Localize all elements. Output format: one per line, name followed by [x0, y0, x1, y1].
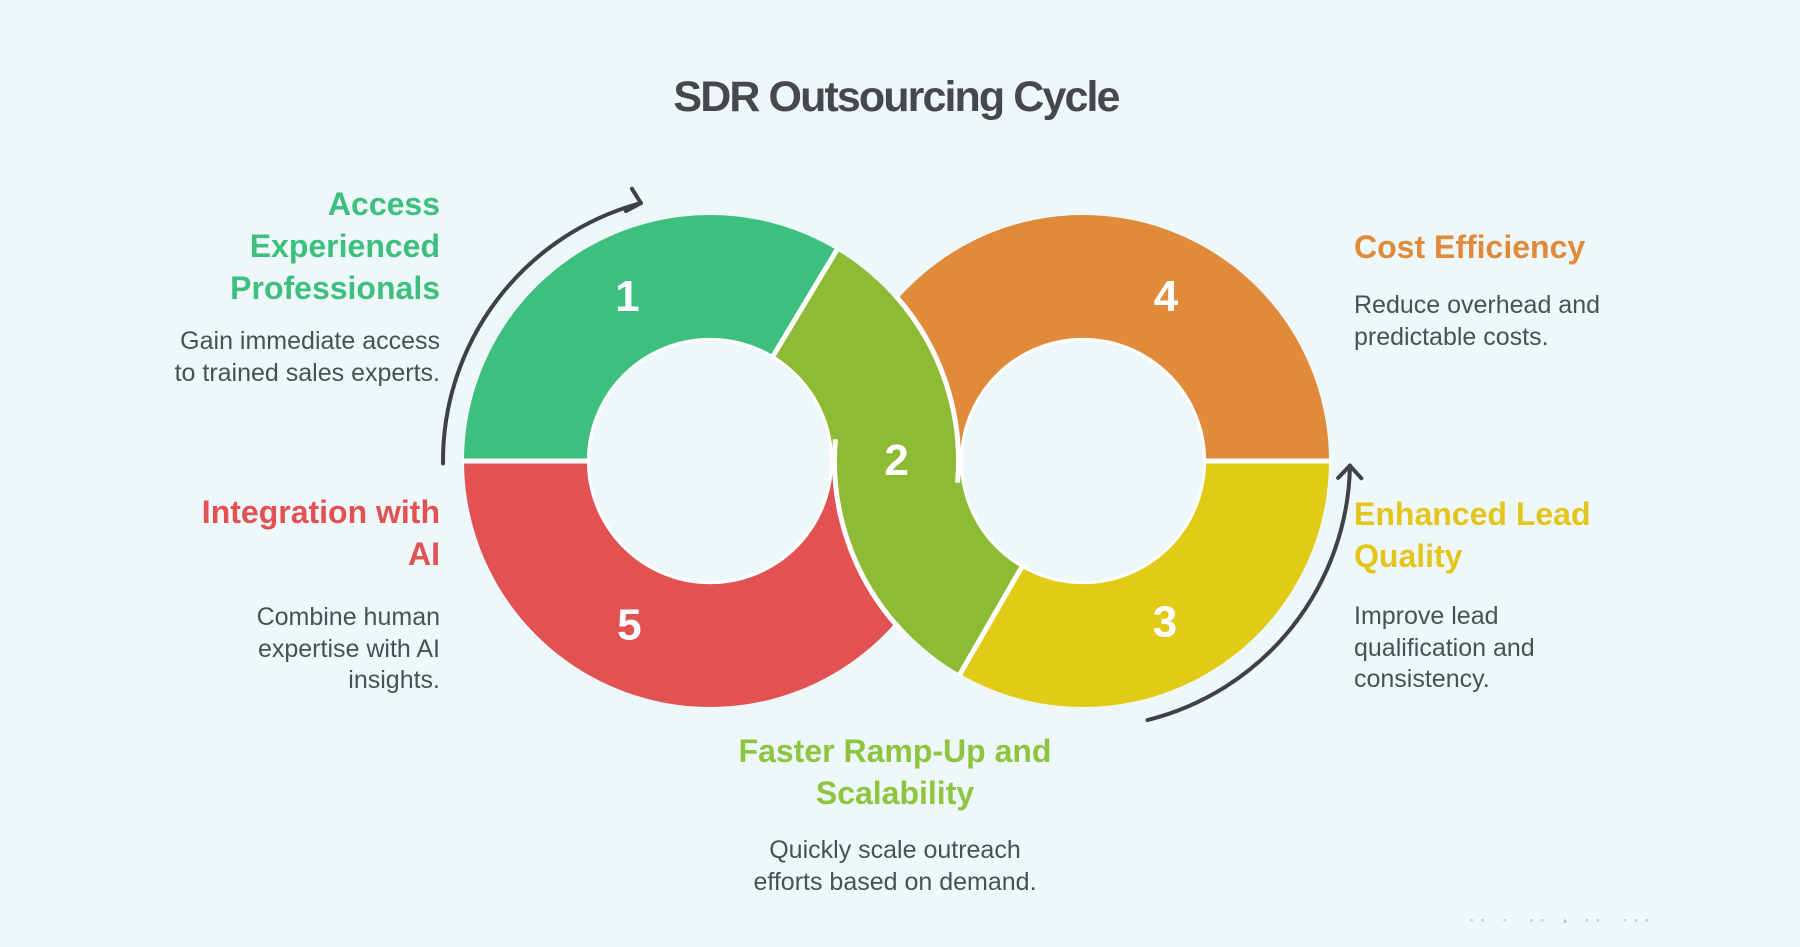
svg-text:5: 5	[617, 601, 641, 650]
svg-text:4: 4	[1154, 272, 1179, 321]
svg-text:2: 2	[884, 436, 908, 485]
svg-text:3: 3	[1153, 598, 1177, 647]
svg-text:1: 1	[615, 272, 639, 321]
